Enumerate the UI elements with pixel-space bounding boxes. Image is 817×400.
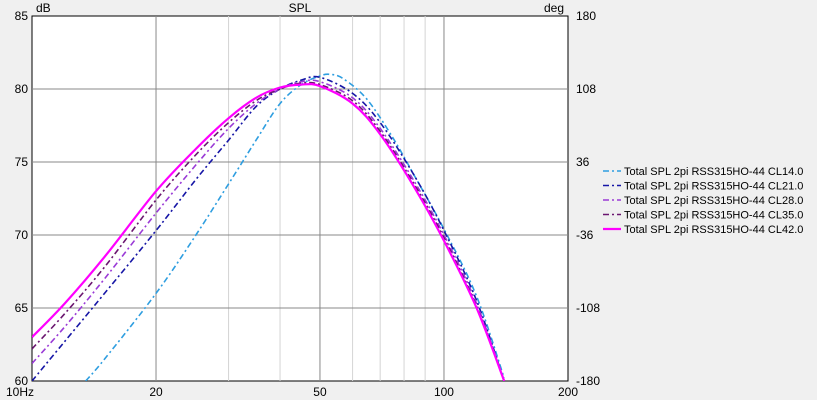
legend-label: Total SPL 2pi RSS315HO-44 CL42.0 (624, 224, 803, 236)
x-tick-label: 200 (558, 385, 578, 399)
legend-label: Total SPL 2pi RSS315HO-44 CL28.0 (624, 195, 803, 207)
legend-label: Total SPL 2pi RSS315HO-44 CL14.0 (624, 166, 803, 178)
y-tick-label: 60 (15, 374, 29, 388)
y-right-tick-label: 180 (576, 9, 596, 23)
x-tick-label: 20 (149, 385, 163, 399)
chart-title: SPL (289, 1, 312, 15)
y-tick-label: 70 (15, 228, 29, 242)
y-tick-label: 65 (15, 301, 29, 315)
y-right-tick-label: 36 (576, 155, 590, 169)
y-unit-right: deg (544, 1, 564, 15)
series-layer (32, 73, 506, 381)
legend-label: Total SPL 2pi RSS315HO-44 CL21.0 (624, 181, 803, 193)
series-line-0 (85, 73, 505, 381)
y-tick-label: 85 (15, 9, 29, 23)
plot-area (31, 15, 569, 382)
x-tick-label: 10Hz (6, 385, 34, 399)
x-tick-label: 50 (313, 385, 327, 399)
y-right-tick-label: -36 (576, 228, 594, 242)
legend-label: Total SPL 2pi RSS315HO-44 CL35.0 (624, 210, 803, 222)
series-line-4 (32, 82, 506, 381)
legend: Total SPL 2pi RSS315HO-44 CL14.0 Total SP… (603, 166, 803, 236)
y-right-tick-label: -180 (576, 374, 600, 388)
y-right-tick-label: 108 (576, 82, 596, 96)
y-unit-left: dB (36, 1, 51, 15)
y-right-tick-label: -108 (576, 301, 600, 315)
grid-major (32, 16, 568, 381)
series-line-1 (32, 75, 505, 381)
y-tick-label: 80 (15, 82, 29, 96)
ticks-layer: 10Hz 20 50 100 200 60 65 70 75 80 85 -180 -108 -36 36 1… (6, 9, 600, 399)
x-tick-label: 100 (434, 385, 454, 399)
y-tick-label: 75 (15, 155, 29, 169)
